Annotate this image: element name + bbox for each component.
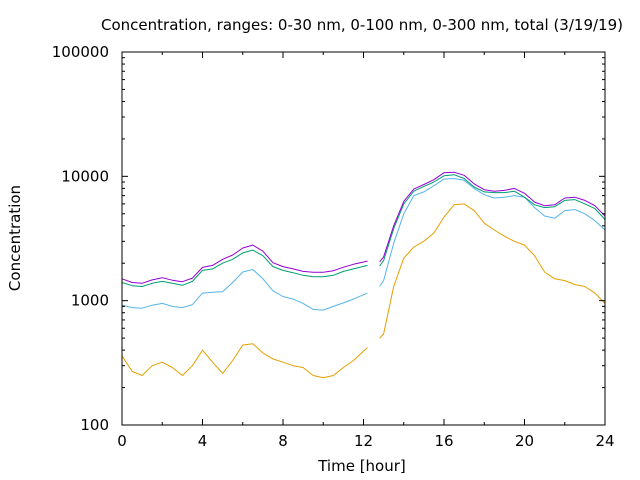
series-line-1 [121, 178, 606, 311]
x-tick-label: 24 [595, 432, 614, 450]
y-tick-label: 100 [80, 416, 109, 434]
x-tick-label: 8 [278, 432, 288, 450]
y-tick-label: 100000 [52, 43, 109, 61]
x-tick-label: 4 [198, 432, 208, 450]
chart-title: Concentration, ranges: 0-30 nm, 0-100 nm… [101, 16, 623, 34]
x-axis-label: Time [hour] [317, 457, 406, 475]
x-tick-label: 20 [515, 432, 534, 450]
x-tick-label: 16 [434, 432, 453, 450]
series-line-0 [121, 203, 606, 379]
y-tick-label: 10000 [61, 167, 109, 185]
y-tick-label: 1000 [71, 292, 109, 310]
y-axis: 100 1000 10000 100000 [52, 43, 605, 434]
series-line-2 [121, 174, 606, 287]
y-axis-label: Concentration [6, 185, 24, 291]
plot-lines [121, 171, 606, 379]
x-tick-label: 0 [117, 432, 127, 450]
series-line-3 [121, 171, 606, 284]
x-tick-label: 12 [354, 432, 373, 450]
plot-area [121, 51, 606, 426]
x-axis: 0 4 8 12 16 20 24 [117, 52, 615, 450]
